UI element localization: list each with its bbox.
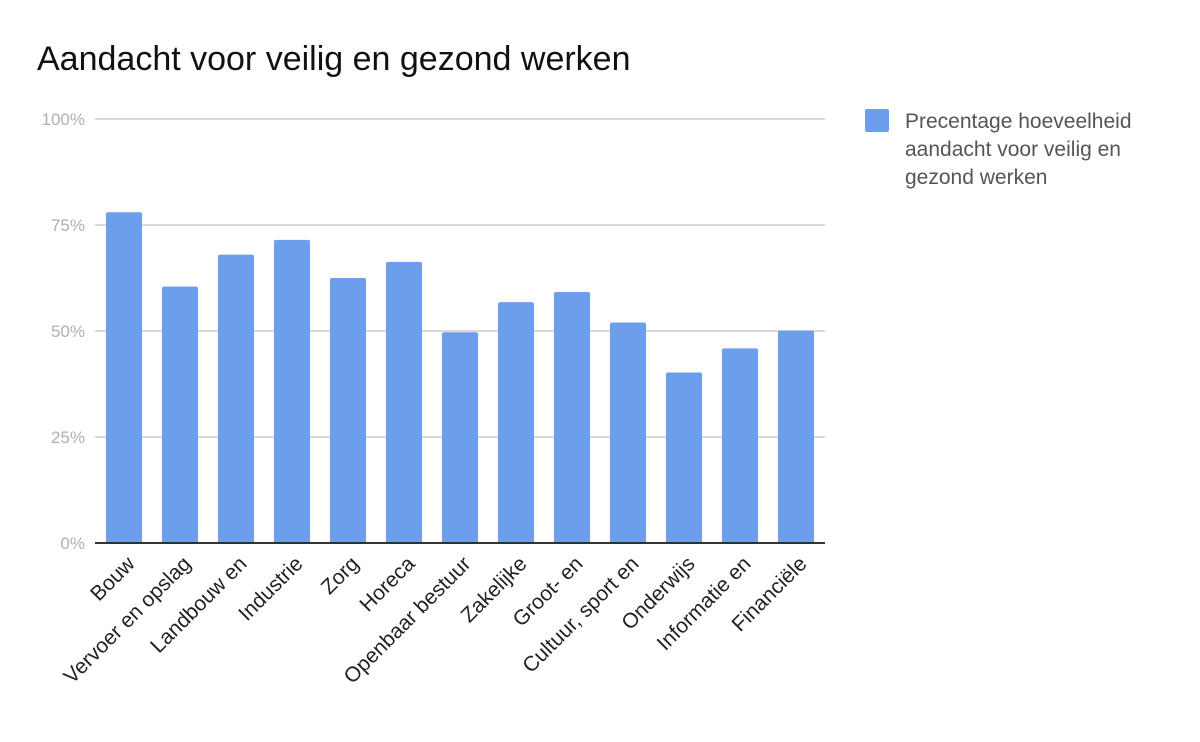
bar-0 xyxy=(106,212,142,543)
bar-10 xyxy=(666,372,702,543)
legend-label-line: Precentage hoeveelheid xyxy=(905,110,1132,133)
bar-12 xyxy=(778,330,814,543)
category-label: Zorg xyxy=(317,552,364,599)
bar-4 xyxy=(330,278,366,543)
bar-11 xyxy=(722,348,758,543)
legend-label-line: gezond werken xyxy=(905,166,1047,189)
category-label: Landbouw en xyxy=(146,552,251,657)
y-tick-label: 25% xyxy=(51,428,85,447)
bar-9 xyxy=(610,322,646,543)
bars xyxy=(106,212,814,543)
bar-7 xyxy=(498,302,534,543)
bar-2 xyxy=(218,254,254,543)
y-tick-label: 100% xyxy=(42,110,85,129)
legend-label-line: aandacht voor veilig en xyxy=(905,138,1121,161)
bar-5 xyxy=(386,261,422,543)
category-label: Bouw xyxy=(86,552,140,606)
y-tick-label: 50% xyxy=(51,322,85,341)
y-axis-ticks: 0% 25% 50% 75% 100% xyxy=(42,110,85,553)
legend-label: Precentage hoeveelheid aandacht voor veil… xyxy=(905,110,1132,189)
y-tick-label: 75% xyxy=(51,216,85,235)
legend: Precentage hoeveelheid aandacht voor veil… xyxy=(865,109,1132,189)
y-tick-label: 0% xyxy=(60,534,85,553)
bar-6 xyxy=(442,332,478,543)
chart-title: Aandacht voor veilig en gezond werken xyxy=(37,40,631,78)
bar-1 xyxy=(162,286,198,543)
legend-swatch xyxy=(865,109,889,132)
bar-3 xyxy=(274,239,310,543)
bar-8 xyxy=(554,291,590,543)
